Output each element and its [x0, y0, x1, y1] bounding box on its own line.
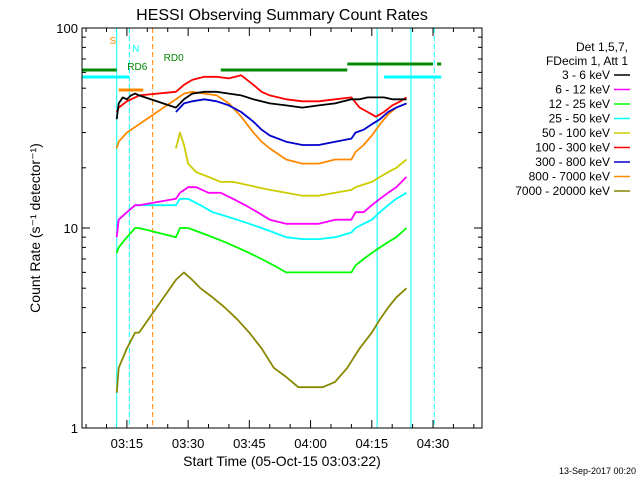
x-axis-label: Start Time (05-Oct-15 03:03:22)	[183, 453, 381, 469]
x-tick-label: 04:15	[356, 436, 389, 451]
annotation-n: N	[132, 44, 139, 55]
annotation-s: S	[110, 36, 117, 47]
plot-area: S N RD0 RD6	[82, 28, 442, 428]
annotation-rd6: RD6	[127, 62, 147, 73]
chart-title: HESSI Observing Summary Count Rates	[136, 7, 428, 24]
legend-label: 800 - 7000 keV	[529, 170, 610, 184]
y-tick-label: 10	[64, 221, 78, 236]
y-axis-label: Count Rate (s⁻¹ detector⁻¹)	[27, 143, 43, 313]
y-tick-label: 100	[56, 21, 78, 36]
series-line-6-12keV	[115, 176, 408, 238]
y-tick-label: 1	[71, 421, 78, 436]
annotation-rd0: RD0	[164, 53, 184, 64]
legend-label: 50 - 100 keV	[542, 126, 610, 140]
series-line-3-6keV	[115, 90, 407, 120]
legend-label: 25 - 50 keV	[549, 112, 610, 126]
series-line-300-800keV	[175, 98, 407, 146]
x-tick-label: 03:30	[172, 436, 205, 451]
series-line-50-100keV	[175, 131, 408, 197]
x-tick-label: 04:00	[294, 436, 327, 451]
x-axis: 03:15 03:30 03:45 04:00 04:15 04:30	[85, 28, 475, 451]
legend-label: 300 - 800 keV	[535, 155, 610, 169]
legend-header-line-1: Det 1,5,7,	[576, 40, 628, 54]
legend-label: 6 - 12 keV	[555, 83, 610, 97]
x-tick-label: 04:30	[417, 436, 450, 451]
series-line-100-300keV	[115, 74, 407, 118]
series-line-7000-20000keV	[115, 271, 408, 393]
footer-timestamp: 13-Sep-2017 00:20	[559, 466, 636, 476]
series-line-25-50keV	[115, 192, 407, 241]
series-line-12-25keV	[115, 227, 408, 274]
x-tick-label: 03:45	[233, 436, 266, 451]
legend-label: 7000 - 20000 keV	[515, 184, 610, 198]
legend-label: 3 - 6 keV	[562, 68, 610, 82]
y-axis: 1 10 100	[56, 21, 482, 436]
legend-header-line-2: FDecim 1, Att 1	[546, 54, 628, 68]
legend-label: 12 - 25 keV	[549, 97, 610, 111]
legend-label: 100 - 300 keV	[535, 141, 610, 155]
series-line-800-7000keV	[115, 90, 407, 165]
x-tick-label: 03:15	[111, 436, 144, 451]
